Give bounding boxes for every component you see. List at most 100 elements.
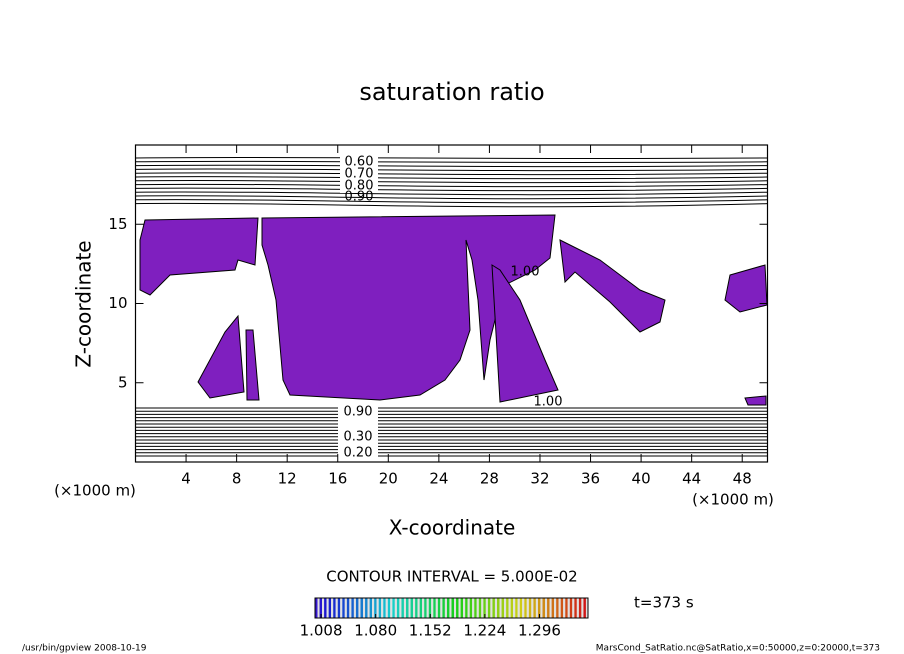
colorbar-stripe: [355, 598, 359, 618]
contour-label: 0.70: [345, 167, 374, 182]
colorbar-gap: [499, 598, 502, 618]
contour-line: [135, 176, 768, 180]
colorbar-stripe: [456, 598, 459, 618]
x-axis-label: X-coordinate: [389, 516, 516, 540]
footer-left: /usr/bin/gpview 2008-10-19: [22, 644, 147, 654]
colorbar-gap: [322, 598, 325, 618]
colorbar-gap: [563, 598, 566, 618]
colorbar-gap: [358, 598, 361, 618]
colorbar-gap: [540, 598, 543, 618]
x-tick-label: 36: [581, 470, 600, 488]
colorbar-stripe: [537, 598, 541, 618]
contour-label: 1.00: [534, 395, 563, 410]
contour-lines: [135, 156, 768, 457]
colorbar-gap: [494, 598, 497, 618]
colorbar: 1.008 1.080 1.152 1.224 1.296: [300, 598, 588, 640]
colorbar-gap: [504, 598, 507, 618]
colorbar-gap: [467, 598, 470, 618]
colorbar-stripe: [533, 598, 536, 618]
colorbar-stripe: [465, 598, 468, 618]
contour-line: [135, 187, 768, 192]
colorbar-gap: [403, 598, 406, 618]
colorbar-gap: [331, 598, 334, 618]
colorbar-stripe: [583, 598, 586, 618]
contour-label: 0.90: [345, 190, 374, 205]
contour-line: [135, 199, 768, 204]
colorbar-gap: [522, 598, 525, 618]
colorbar-stripe: [319, 598, 323, 618]
colorbar-gap: [558, 598, 561, 618]
y-axis-label: Z-coordinate: [72, 240, 96, 367]
x-tick-label: 16: [328, 470, 347, 488]
label-background: [338, 405, 378, 460]
colorbar-stripe: [378, 598, 382, 618]
chart-title: saturation ratio: [359, 78, 544, 106]
colorbar-stripe: [387, 598, 391, 618]
colorbar-stripe: [565, 598, 568, 618]
colorbar-tick-label: 1.296: [518, 622, 561, 640]
colorbar-stripe: [337, 598, 341, 618]
colorbar-gap: [394, 598, 397, 618]
colorbar-stripe: [560, 598, 564, 618]
colorbar-stripe: [360, 598, 364, 618]
colorbar-stripe: [483, 598, 486, 618]
y-tick-label: 5: [118, 373, 128, 391]
colorbar-gap: [426, 598, 429, 618]
contour-label: 1.00: [511, 265, 540, 280]
colorbar-tick-label: 1.152: [409, 622, 452, 640]
contour-line: [135, 172, 768, 176]
colorbar-gap: [476, 598, 479, 618]
colorbar-stripe: [328, 598, 332, 618]
colorbar-stripe: [460, 598, 464, 618]
colorbar-gap: [363, 598, 366, 618]
colorbar-gap: [340, 598, 343, 618]
colorbar-stripe: [346, 598, 350, 618]
colorbar-stripe: [519, 598, 523, 618]
contour-line: [135, 156, 768, 160]
colorbar-stripe: [556, 598, 559, 618]
contour-line: [135, 168, 768, 172]
colorbar-stripe: [351, 598, 354, 618]
saturated-region: [261, 214, 556, 401]
colorbar-stripe: [524, 598, 527, 618]
x-unit: (×1000 m): [54, 482, 136, 500]
colorbar-stripe: [446, 598, 450, 618]
colorbar-stripe: [424, 598, 427, 618]
colorbar-gap: [490, 598, 493, 618]
colorbar-stripe: [369, 598, 373, 618]
colorbar-stripe: [315, 598, 318, 618]
contour-fills: [139, 214, 768, 406]
label-background: [340, 155, 378, 193]
contour-line: [135, 179, 768, 184]
colorbar-gap: [454, 598, 457, 618]
colorbar-stripe: [528, 598, 532, 618]
colorbar-stripe: [365, 598, 368, 618]
colorbar-gap: [431, 598, 434, 618]
colorbar-gap: [485, 598, 488, 618]
colorbar-stripe: [578, 598, 582, 618]
colorbar-stripe: [487, 598, 491, 618]
saturated-region: [491, 264, 559, 403]
colorbar-stripe: [478, 598, 482, 618]
colorbar-gap: [372, 598, 375, 618]
y-tick-label: 10: [108, 294, 127, 312]
colorbar-stripe: [410, 598, 414, 618]
x-tick-label: 20: [379, 470, 398, 488]
colorbar-gap: [508, 598, 511, 618]
x-tick-label: 12: [278, 470, 297, 488]
colorbar-gap: [526, 598, 529, 618]
colorbar-gap: [572, 598, 575, 618]
contour-label: 0.20: [344, 446, 373, 461]
contour-label: 0.90: [344, 405, 373, 420]
colorbar-stripe: [406, 598, 409, 618]
colorbar-gap: [458, 598, 461, 618]
footer-right: MarsCond_SatRatio.nc@SatRatio,x=0:50000,…: [596, 644, 880, 654]
colorbar-stripe: [401, 598, 404, 618]
x-tick-label: 48: [733, 470, 752, 488]
contour-label: 0.30: [344, 430, 373, 445]
colorbar-stripe: [506, 598, 509, 618]
colorbar-stripe: [392, 598, 395, 618]
colorbar-stripe: [383, 598, 386, 618]
colorbar-stripe: [324, 598, 327, 618]
saturated-region: [724, 264, 768, 313]
